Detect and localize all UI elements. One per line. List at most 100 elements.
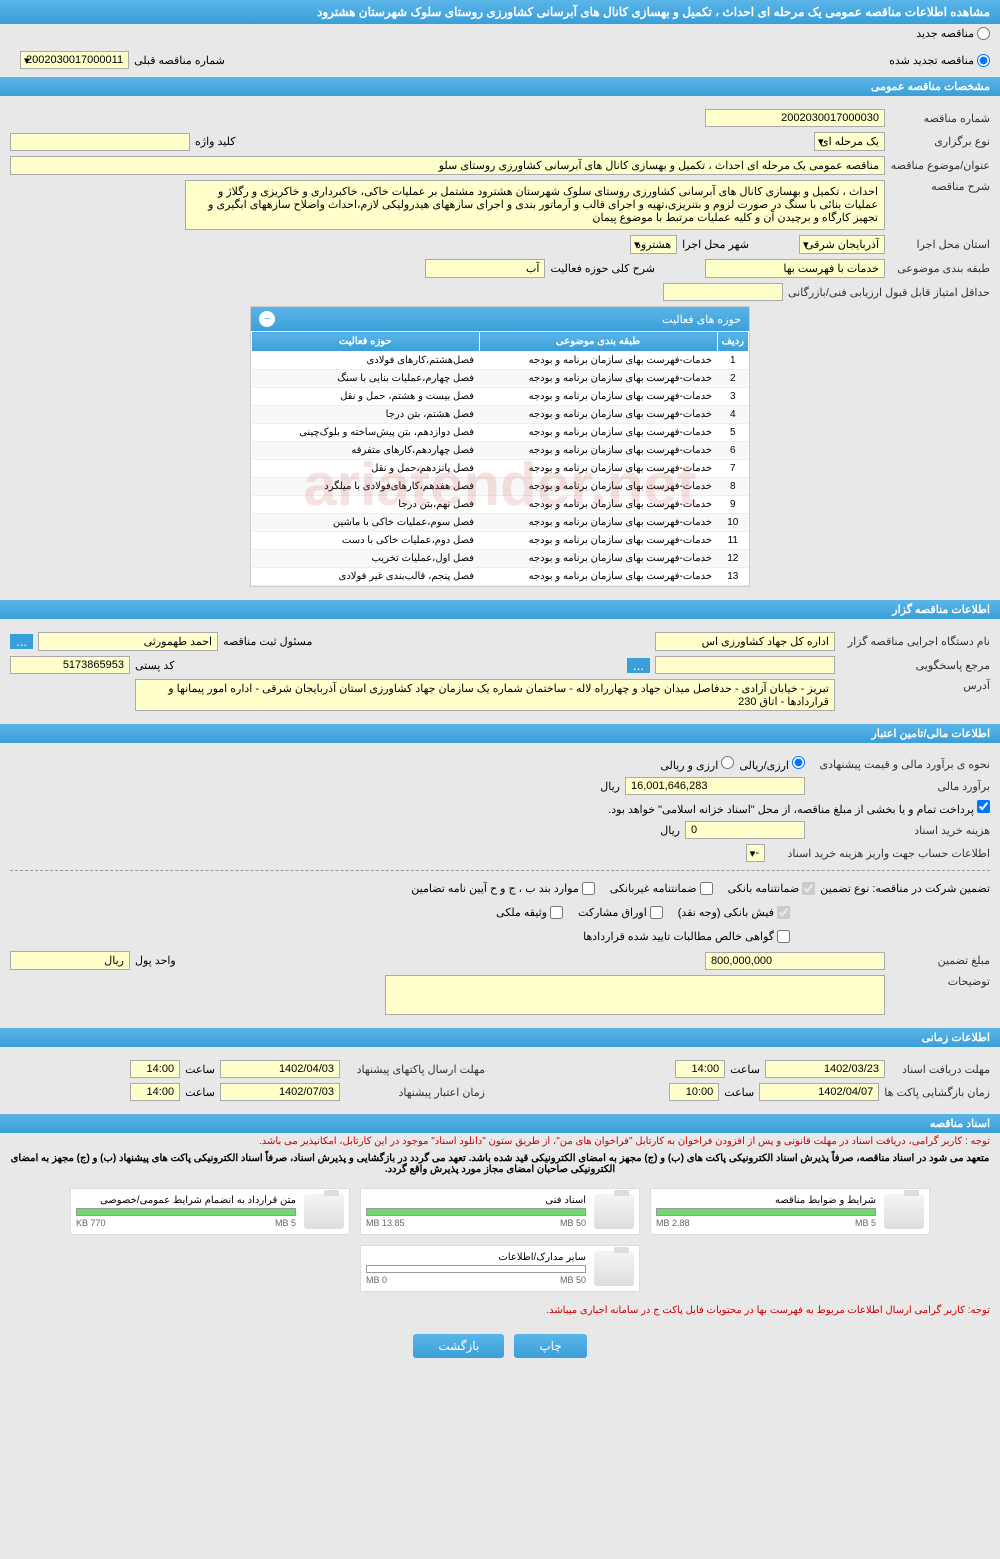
chk-property[interactable]: وثیقه ملکی — [496, 906, 563, 919]
chk-bonds[interactable]: اوراق مشارکت — [578, 906, 663, 919]
radio-renewed-tender[interactable]: مناقصه تجدید شده — [889, 54, 990, 67]
doc-item[interactable]: اسناد فنی 50 MB13.85 MB — [360, 1188, 640, 1235]
folder-icon — [304, 1194, 344, 1229]
type-label: نوع برگزاری — [890, 135, 990, 148]
time-label3: ساعت — [185, 1063, 215, 1076]
doc-used: 770 KB — [76, 1218, 106, 1228]
folder-icon — [884, 1194, 924, 1229]
chk-bank-receipt[interactable]: فیش بانکی (وجه نقد) — [678, 906, 790, 919]
responder-dots-button[interactable]: ... — [627, 658, 650, 673]
folder-icon — [594, 1194, 634, 1229]
section-holder-header: اطلاعات مناقصه گزار — [0, 600, 1000, 619]
city-select[interactable]: هشترود — [630, 235, 677, 254]
proposal-deadline-label: مهلت ارسال پاکتهای پیشنهاد — [345, 1063, 485, 1076]
table-row: 10خدمات-فهرست بهای سازمان برنامه و بودجه… — [252, 514, 749, 532]
table-row: 6خدمات-فهرست بهای سازمان برنامه و بودجهف… — [252, 442, 749, 460]
doc-total: 5 MB — [275, 1218, 296, 1228]
estimate-label: برآورد مالی — [810, 780, 990, 793]
responder-value — [655, 656, 835, 674]
doc-total: 50 MB — [560, 1218, 586, 1228]
activities-table: ردیف طبقه بندی موضوعی حوزه فعالیت 1خدمات… — [251, 331, 749, 586]
tender-no-label: شماره مناقصه — [890, 112, 990, 125]
doc-title: شرایط و ضوابط مناقصه — [656, 1195, 876, 1206]
proposal-deadline-date: 1402/04/03 — [220, 1060, 340, 1078]
validity-label: زمان اعتبار پیشنهاد — [345, 1086, 485, 1099]
scope-value: آب — [425, 259, 545, 278]
org-label: نام دستگاه اجرایی مناقصه گزار — [840, 635, 990, 648]
doc-progress-bar — [366, 1265, 586, 1273]
radio-currency[interactable]: ارزی و ریالی — [660, 756, 734, 772]
province-select[interactable]: آذربایجان شرقی — [799, 235, 885, 254]
docs-notice2: متعهد می شود در اسناد مناقصه، صرفاً پذیر… — [0, 1150, 1000, 1178]
opening-label: زمان بازگشایی پاکت ها — [884, 1086, 990, 1099]
account-label: اطلاعات حساب جهت واریز هزینه خرید اسناد — [770, 847, 990, 860]
responder-label: مرجع پاسخگویی — [840, 659, 990, 672]
doc-progress-bar — [366, 1208, 586, 1216]
address-label: آدرس — [840, 679, 990, 692]
table-row: 11خدمات-فهرست بهای سازمان برنامه و بودجه… — [252, 532, 749, 550]
time-label4: ساعت — [185, 1086, 215, 1099]
radio-new-label: مناقصه جدید — [916, 27, 974, 40]
registrar-label: مسئول ثبت مناقصه — [223, 635, 312, 648]
registrar-value: احمد طهمورثی — [38, 632, 218, 651]
doc-progress-bar — [76, 1208, 296, 1216]
chk-items[interactable]: موارد بند ب ، ج و ح آیین نامه تضامین — [411, 882, 594, 895]
category-label: طبقه بندی موضوعی — [890, 262, 990, 275]
activities-title: حوزه های فعالیت — [662, 313, 741, 326]
docs-notice3: توجه: کاربر گرامی ارسال اطلاعات مربوط به… — [0, 1302, 1000, 1319]
payment-note-checkbox[interactable]: پرداخت تمام و یا بخشی از مبلغ مناقصه، از… — [608, 800, 990, 816]
chk-bank-guarantee[interactable]: ضمانتنامه بانکی — [728, 882, 816, 895]
registrar-dots-button[interactable]: ... — [10, 634, 33, 649]
radio-new-tender[interactable]: مناقصه جدید — [916, 27, 990, 40]
time-label1: ساعت — [730, 1063, 760, 1076]
docs-notice1: توجه : کاربر گرامی، دریافت اسناد در مهلت… — [0, 1133, 1000, 1150]
account-select[interactable]: -- — [746, 844, 765, 862]
doc-deadline-time: 14:00 — [675, 1060, 725, 1078]
print-button[interactable]: چاپ — [514, 1334, 586, 1358]
doc-item[interactable]: شرایط و ضوابط مناقصه 5 MB2.88 MB — [650, 1188, 930, 1235]
guarantee-amount-label: مبلغ تضمین — [890, 954, 990, 967]
table-row: 1خدمات-فهرست بهای سازمان برنامه و بودجهف… — [252, 352, 749, 370]
prev-tender-select[interactable]: 2002030017000011 — [20, 51, 129, 69]
col-category: طبقه بندی موضوعی — [479, 332, 717, 352]
table-row: 12خدمات-فهرست بهای سازمان برنامه و بودجه… — [252, 550, 749, 568]
back-button[interactable]: بازگشت — [413, 1334, 504, 1358]
table-row: 8خدمات-فهرست بهای سازمان برنامه و بودجهف… — [252, 478, 749, 496]
guarantee-label: تضمین شرکت در مناقصه: نوع تضمین — [820, 882, 990, 895]
postal-value: 5173865953 — [10, 656, 130, 674]
opening-time: 10:00 — [669, 1083, 719, 1101]
chk-receivables[interactable]: گواهی خالص مطالبات تایید شده قراردادها — [583, 930, 790, 943]
table-row: 7خدمات-فهرست بهای سازمان برنامه و بودجهف… — [252, 460, 749, 478]
rial-unit: ریال — [600, 780, 620, 793]
collapse-icon[interactable]: − — [259, 311, 275, 327]
city-label: شهر محل اجرا — [682, 238, 749, 251]
chk-nonbank-guarantee[interactable]: ضمانتنامه غیربانکی — [610, 882, 713, 895]
postal-label: کد پستی — [135, 659, 174, 672]
min-score-input[interactable] — [663, 283, 783, 301]
currency-unit-value: ریال — [10, 951, 130, 970]
doc-title: سایر مدارک/اطلاعات — [366, 1252, 586, 1263]
subject-input[interactable]: مناقصه عمومی یک مرحله ای احداث ، تکمیل و… — [10, 156, 885, 175]
doc-item[interactable]: سایر مدارک/اطلاعات 50 MB0 MB — [360, 1245, 640, 1292]
section-docs-header: اسناد مناقصه — [0, 1114, 1000, 1133]
doc-title: اسناد فنی — [366, 1195, 586, 1206]
desc-textarea[interactable]: احداث ، تکمیل و بهسازی کانال های آبرسانی… — [185, 180, 885, 230]
opening-date: 1402/04/07 — [759, 1083, 879, 1101]
radio-rial[interactable]: ارزی/ریالی — [739, 756, 805, 772]
col-scope: حوزه فعالیت — [252, 332, 480, 352]
guarantee-amount-value: 800,000,000 — [705, 952, 885, 970]
notes-textarea[interactable] — [385, 975, 885, 1015]
section-timing-header: اطلاعات زمانی — [0, 1028, 1000, 1047]
type-select[interactable]: یک مرحله ای — [814, 132, 885, 151]
scope-label: شرح کلی حوزه فعالیت — [550, 262, 655, 275]
keyword-input[interactable] — [10, 133, 190, 151]
notes-label: توضیحات — [890, 975, 990, 988]
subject-label: عنوان/موضوع مناقصه — [890, 159, 990, 172]
method-label: نحوه ی برآورد مالی و قیمت پیشنهادی — [810, 758, 990, 771]
radio-renewed-label: مناقصه تجدید شده — [889, 54, 974, 67]
doc-progress-bar — [656, 1208, 876, 1216]
table-row: 5خدمات-فهرست بهای سازمان برنامه و بودجهف… — [252, 424, 749, 442]
time-label2: ساعت — [724, 1086, 754, 1099]
table-row: 9خدمات-فهرست بهای سازمان برنامه و بودجهف… — [252, 496, 749, 514]
doc-item[interactable]: متن قرارداد به انضمام شرایط عمومی/خصوصی … — [70, 1188, 350, 1235]
